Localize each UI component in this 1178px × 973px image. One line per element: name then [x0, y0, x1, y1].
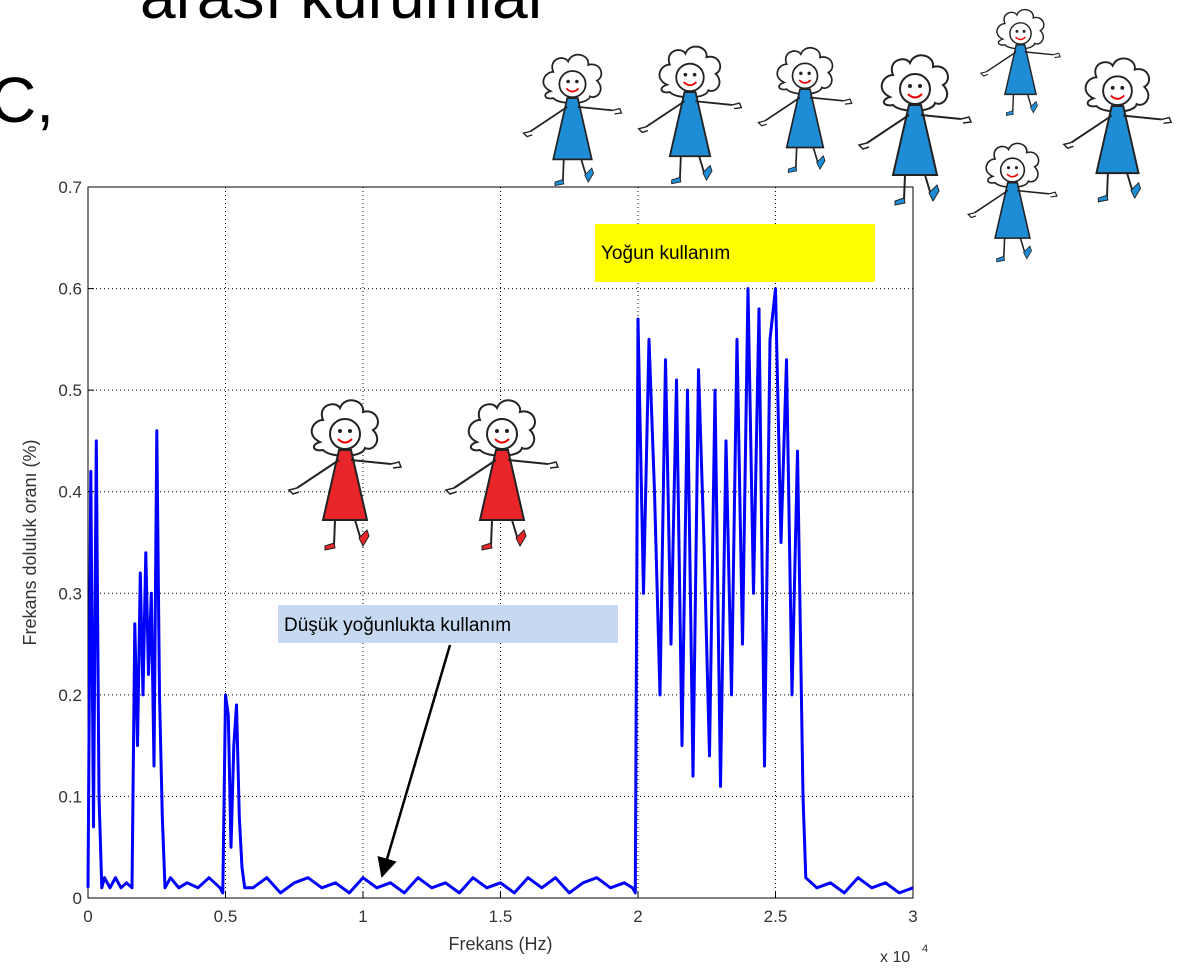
y-tick-label: 0.6	[58, 280, 82, 299]
y-tick-label: 0.2	[58, 686, 82, 705]
slide-text: arası kurumlar	[140, 0, 549, 32]
slide: arası kurumlar C, 0 0.1 0.2 0.3 0.4 0.5 0.6 0.7…	[0, 0, 1178, 973]
annotation: Düşük yoğunlukta kullanım	[284, 615, 511, 636]
x-tick-label: 3	[908, 907, 917, 926]
y-tick-label: 0.4	[58, 483, 82, 502]
y-tick-label: 0.7	[58, 178, 82, 197]
y-tick-label: 0.3	[58, 584, 82, 603]
annotation-yogun: Yoğun kullanım	[595, 224, 875, 282]
x-multiplier-exponent: 4	[922, 943, 928, 955]
x-tick-label: 2.5	[764, 907, 788, 926]
y-tick-label: 0.5	[58, 381, 82, 400]
annotation: Yoğun kullanım	[601, 243, 730, 264]
x-tick-label: 1	[358, 907, 367, 926]
x-tick-label: 1.5	[489, 907, 513, 926]
x-tick-label: 0	[83, 907, 92, 926]
x-multiplier: x 10	[880, 949, 910, 966]
y-axis-label: Frekans doluluk oranı (%)	[20, 439, 40, 645]
x-tick-label: 2	[633, 907, 642, 926]
y-tick-label: 0.1	[58, 787, 82, 806]
x-axis-label: Frekans (Hz)	[448, 934, 552, 954]
slide-text: C,	[0, 64, 54, 136]
y-tick-label: 0	[73, 889, 82, 908]
figure	[1064, 58, 1171, 201]
figure	[981, 10, 1060, 116]
plot: 0 0.1 0.2 0.3 0.4 0.5 0.6 0.7 0 0.5 1 1.5 2 2.5 3 Freka…	[20, 178, 928, 966]
figure	[968, 143, 1057, 261]
x-tick-label: 0.5	[214, 907, 238, 926]
